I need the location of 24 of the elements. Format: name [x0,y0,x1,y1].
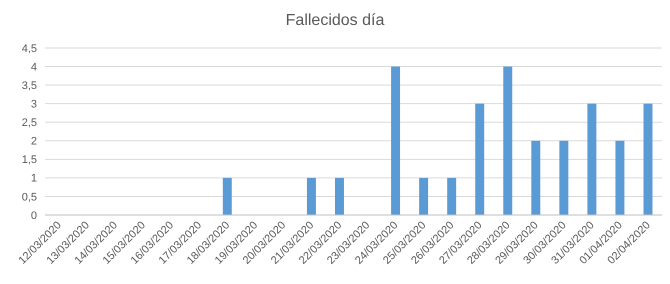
bar [587,104,596,215]
bar [503,66,512,215]
bar [334,178,344,215]
bar [306,178,316,215]
bar [559,140,568,215]
y-tick-label: 1,5 [22,154,37,166]
y-tick-label: 0,5 [22,191,37,204]
bar [447,178,456,215]
bar [419,178,428,215]
bar [222,178,232,215]
bar [391,66,400,215]
bar [615,140,624,215]
y-tick-label: 3,5 [22,80,37,92]
y-tick-label: 3 [30,98,37,111]
bar [643,104,652,215]
y-tick-label: 4,5 [22,42,37,55]
y-tick-label: 1 [30,172,37,185]
chart-title: Fallecidos día [286,12,384,29]
y-tick-label: 0 [30,210,37,222]
y-tick-label: 2,5 [22,117,37,130]
bar [475,104,484,215]
y-tick-label: 2 [30,136,37,148]
y-tick-label: 4 [30,61,37,74]
bar [531,140,540,215]
